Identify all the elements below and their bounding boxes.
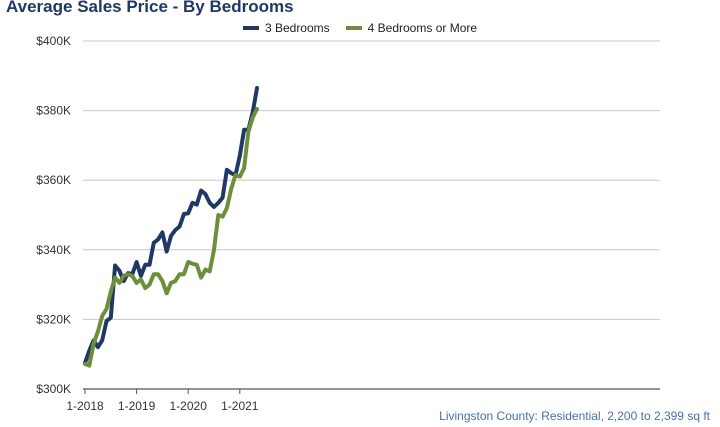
series-line-3-bedrooms bbox=[83, 86, 259, 365]
chart-legend: 3 Bedrooms 4 Bedrooms or More bbox=[0, 19, 720, 37]
chart-title: Average Sales Price - By Bedrooms bbox=[6, 0, 294, 16]
chart-footnote: Livingston County: Residential, 2,200 to… bbox=[439, 409, 710, 423]
y-tick-label: $340K bbox=[36, 243, 71, 257]
y-tick-label: $360K bbox=[36, 173, 71, 187]
y-tick-label: $300K bbox=[36, 382, 71, 396]
legend-item-4-bedrooms: 4 Bedrooms or More bbox=[345, 19, 478, 37]
x-tick-label: 1-2021 bbox=[221, 399, 259, 413]
x-tick-label: 1-2018 bbox=[66, 399, 104, 413]
legend-label-3-bedrooms: 3 Bedrooms bbox=[264, 21, 330, 35]
x-tick-label: 1-2020 bbox=[170, 399, 208, 413]
series-line-4-bedrooms bbox=[83, 106, 259, 368]
legend-item-3-bedrooms: 3 Bedrooms bbox=[242, 19, 330, 37]
legend-swatch-4-bedrooms bbox=[345, 26, 362, 30]
x-tick-label: 1-2019 bbox=[118, 399, 156, 413]
legend-label-4-bedrooms: 4 Bedrooms or More bbox=[367, 21, 478, 35]
y-tick-label: $320K bbox=[36, 312, 71, 326]
legend-swatch-3-bedrooms bbox=[242, 26, 259, 30]
y-tick-label: $400K bbox=[36, 34, 71, 48]
y-tick-label: $380K bbox=[36, 104, 71, 118]
